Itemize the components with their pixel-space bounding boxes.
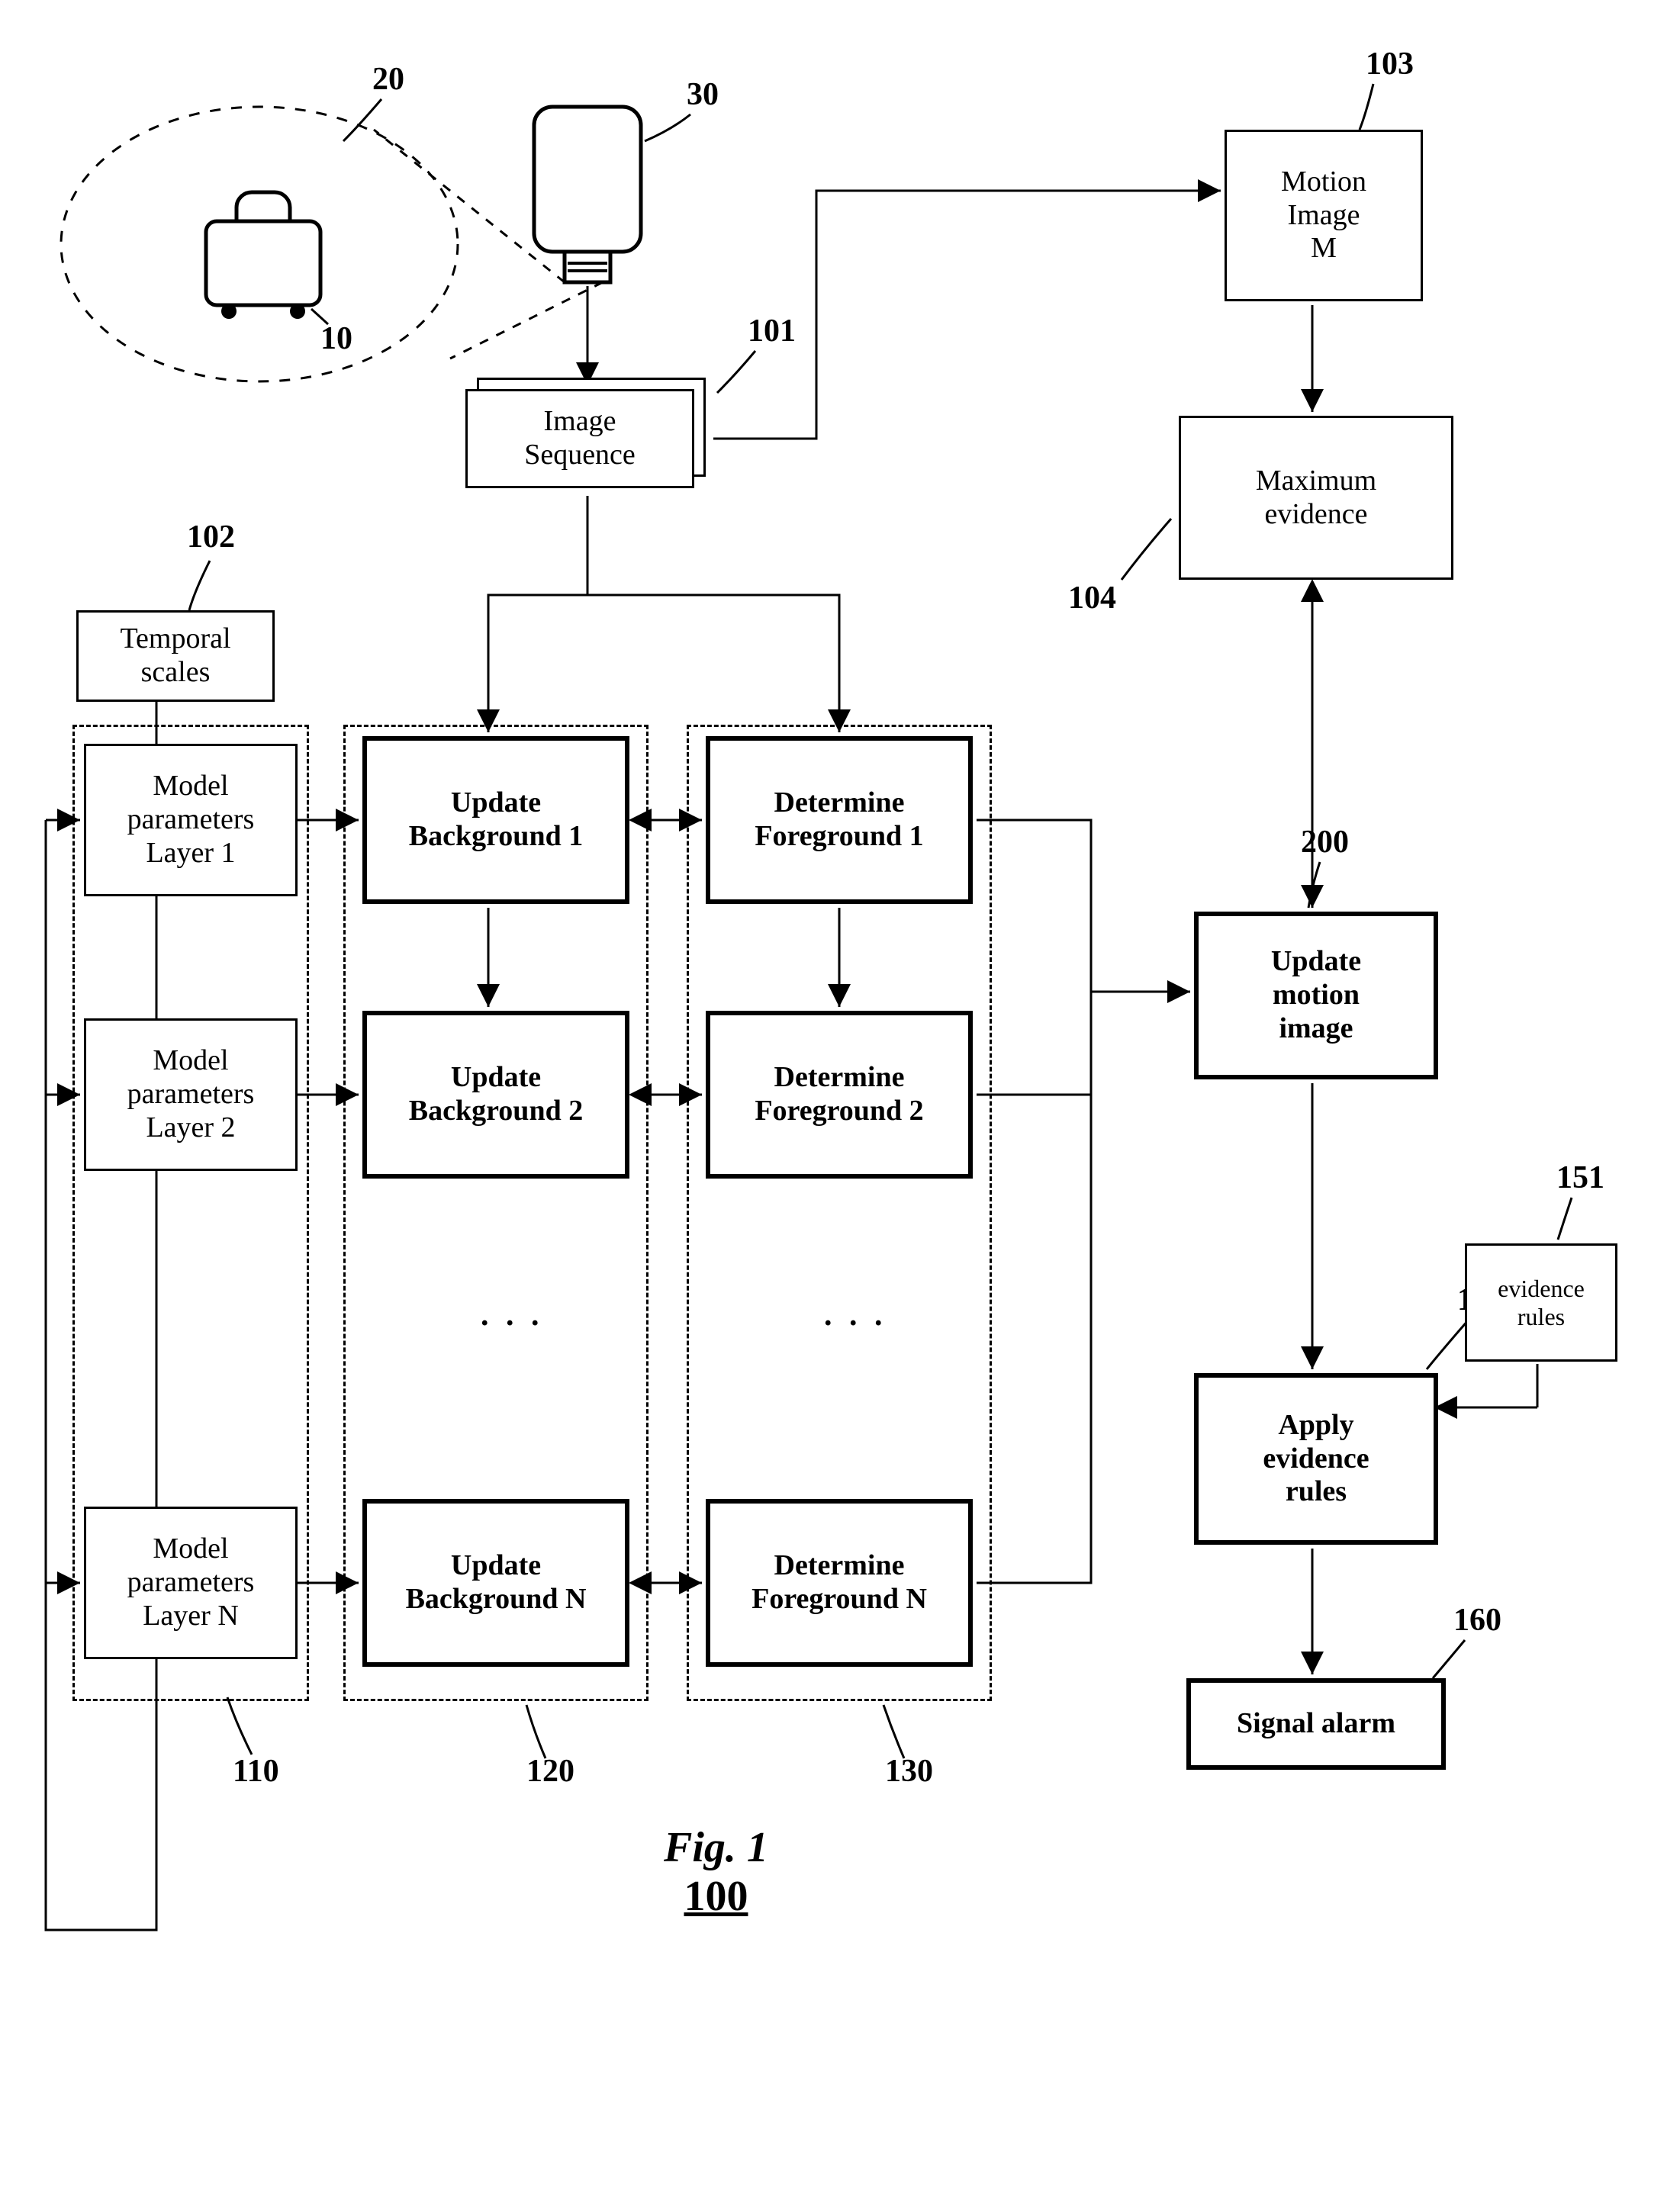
params-layerN: Model parameters Layer N: [84, 1507, 298, 1659]
leader-160: [1433, 1640, 1465, 1678]
leader-151: [1558, 1198, 1572, 1240]
fig-number: 100: [664, 1872, 768, 1921]
leader-120: [526, 1705, 546, 1758]
figure-caption: Fig. 1 100: [664, 1823, 768, 1921]
label-101: 101: [748, 313, 796, 349]
label-10: 10: [320, 320, 352, 357]
label-102: 102: [187, 519, 235, 555]
apply-rules-box: Apply evidence rules: [1194, 1373, 1438, 1545]
leader-30: [645, 114, 690, 141]
leader-104: [1122, 519, 1171, 580]
label-103: 103: [1366, 46, 1414, 82]
fig-title: Fig. 1: [664, 1823, 768, 1872]
signal-alarm-box: Signal alarm: [1186, 1678, 1446, 1770]
image-sequence-box: Image Sequence: [465, 389, 694, 488]
label-151: 151: [1556, 1160, 1604, 1196]
leader-102: [189, 561, 210, 610]
params-layer2: Model parameters Layer 2: [84, 1018, 298, 1171]
leader-200: [1308, 862, 1320, 908]
leader-103: [1360, 84, 1373, 130]
leader-20: [343, 99, 381, 141]
leader-110: [227, 1697, 252, 1755]
camera-icon: [534, 107, 641, 282]
temporal-scales-box: Temporal scales: [76, 610, 275, 702]
label-130: 130: [885, 1753, 933, 1790]
label-110: 110: [233, 1753, 279, 1790]
max-evidence-box: Maximum evidence: [1179, 416, 1453, 580]
params-layer1: Model parameters Layer 1: [84, 744, 298, 896]
suitcase-icon: [206, 192, 320, 319]
update-motion-box: Update motion image: [1194, 912, 1438, 1079]
fg-ellipsis: . . .: [824, 1297, 887, 1333]
label-30: 30: [687, 76, 719, 113]
label-20: 20: [372, 61, 404, 98]
det-fgN: Determine Foreground N: [706, 1499, 973, 1667]
label-104: 104: [1068, 580, 1116, 616]
det-fg2: Determine Foreground 2: [706, 1011, 973, 1179]
update-bg1: Update Background 1: [362, 736, 629, 904]
det-fg1: Determine Foreground 1: [706, 736, 973, 904]
leader-101: [717, 351, 755, 393]
evidence-rules-box: evidence rules: [1465, 1243, 1617, 1362]
leader-150: [1427, 1320, 1469, 1369]
label-120: 120: [526, 1753, 574, 1790]
update-bgN: Update Background N: [362, 1499, 629, 1667]
label-200: 200: [1301, 824, 1349, 860]
scene-oval: [61, 107, 458, 381]
update-bg2: Update Background 2: [362, 1011, 629, 1179]
leader-130: [883, 1705, 904, 1758]
motion-image-box: Motion Image M: [1225, 130, 1423, 301]
label-160: 160: [1453, 1602, 1501, 1639]
bg-ellipsis: . . .: [481, 1297, 544, 1333]
